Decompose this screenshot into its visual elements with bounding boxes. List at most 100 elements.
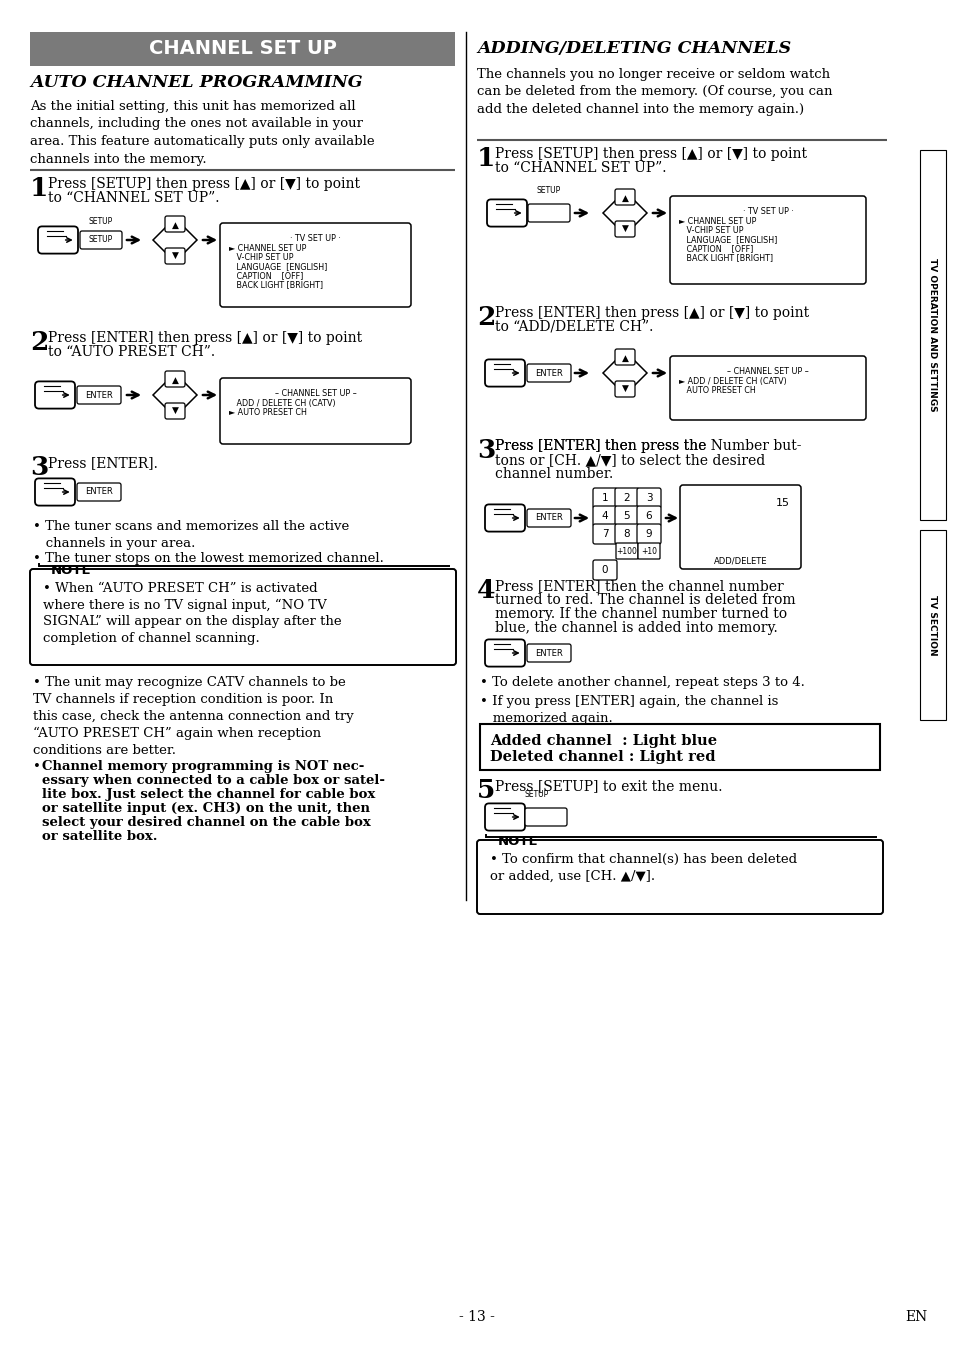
Text: Added channel  : Light blue: Added channel : Light blue — [490, 735, 717, 748]
Text: NOTE: NOTE — [51, 563, 91, 577]
Text: 3: 3 — [645, 493, 652, 503]
Text: • The tuner stops on the lowest memorized channel.: • The tuner stops on the lowest memorize… — [33, 551, 383, 565]
Text: •: • — [33, 760, 45, 772]
Text: SETUP: SETUP — [524, 790, 549, 799]
Text: 5: 5 — [476, 778, 495, 803]
Text: +10: +10 — [640, 546, 657, 555]
Text: 6: 6 — [645, 511, 652, 520]
FancyBboxPatch shape — [615, 349, 635, 365]
Text: ► AUTO PRESET CH: ► AUTO PRESET CH — [229, 408, 307, 417]
Text: EN: EN — [904, 1310, 926, 1324]
Text: ADD / DELETE CH (CATV): ADD / DELETE CH (CATV) — [229, 399, 335, 408]
Text: ▲: ▲ — [621, 194, 628, 202]
FancyBboxPatch shape — [637, 506, 660, 526]
FancyBboxPatch shape — [165, 248, 185, 264]
FancyBboxPatch shape — [526, 644, 571, 662]
Text: ▲: ▲ — [172, 376, 178, 384]
FancyBboxPatch shape — [30, 569, 456, 665]
Text: BACK LIGHT [BRIGHT]: BACK LIGHT [BRIGHT] — [229, 280, 323, 288]
Text: +100: +100 — [616, 546, 637, 555]
FancyBboxPatch shape — [616, 543, 638, 559]
FancyBboxPatch shape — [615, 189, 635, 205]
Text: CAPTION    [OFF]: CAPTION [OFF] — [679, 244, 753, 253]
FancyBboxPatch shape — [30, 32, 455, 66]
Text: 3: 3 — [30, 456, 49, 480]
FancyBboxPatch shape — [615, 506, 639, 526]
Text: Press [ENTER] then the channel number: Press [ENTER] then the channel number — [495, 580, 783, 593]
Text: CHANNEL SET UP: CHANNEL SET UP — [149, 39, 336, 58]
Text: Press [ENTER] then press the: Press [ENTER] then press the — [495, 439, 710, 453]
FancyBboxPatch shape — [524, 807, 566, 826]
Text: · TV SET UP ·: · TV SET UP · — [741, 208, 793, 216]
Text: 3: 3 — [476, 438, 495, 462]
Text: 4: 4 — [476, 578, 495, 603]
FancyBboxPatch shape — [527, 204, 569, 222]
FancyBboxPatch shape — [486, 200, 526, 226]
Text: 1: 1 — [476, 146, 495, 171]
Text: ▲: ▲ — [621, 353, 628, 363]
FancyBboxPatch shape — [38, 226, 78, 253]
Text: SETUP: SETUP — [89, 217, 113, 226]
Text: · TV SET UP ·: · TV SET UP · — [290, 235, 340, 243]
Text: ▲: ▲ — [172, 221, 178, 229]
FancyBboxPatch shape — [35, 381, 75, 408]
Text: V-CHIP SET UP: V-CHIP SET UP — [229, 253, 294, 262]
Text: ▼: ▼ — [172, 406, 178, 414]
Text: memory. If the channel number turned to: memory. If the channel number turned to — [495, 607, 786, 621]
FancyBboxPatch shape — [593, 524, 617, 545]
Text: 2: 2 — [30, 330, 49, 355]
FancyBboxPatch shape — [593, 506, 617, 526]
Text: ENTER: ENTER — [85, 488, 112, 496]
Text: The channels you no longer receive or seldom watch
can be deleted from the memor: The channels you no longer receive or se… — [476, 67, 832, 116]
Text: to “CHANNEL SET UP”.: to “CHANNEL SET UP”. — [48, 191, 219, 205]
FancyBboxPatch shape — [77, 386, 121, 404]
FancyBboxPatch shape — [220, 377, 411, 443]
Text: Deleted channel : Light red: Deleted channel : Light red — [490, 749, 715, 764]
FancyBboxPatch shape — [615, 488, 639, 508]
FancyBboxPatch shape — [638, 543, 659, 559]
Text: ENTER: ENTER — [85, 391, 112, 399]
Text: or satellite box.: or satellite box. — [42, 830, 157, 842]
Text: SETUP: SETUP — [537, 186, 560, 195]
FancyBboxPatch shape — [669, 356, 865, 421]
Text: ▼: ▼ — [621, 383, 628, 392]
Text: NOTE: NOTE — [497, 834, 538, 848]
Text: lite box. Just select the channel for cable box: lite box. Just select the channel for ca… — [42, 789, 375, 801]
FancyBboxPatch shape — [484, 504, 524, 531]
Text: - 13 -: - 13 - — [458, 1310, 495, 1324]
Text: CAPTION    [OFF]: CAPTION [OFF] — [229, 271, 303, 280]
Text: • To confirm that channel(s) has been deleted
or added, use [CH. ▲/▼].: • To confirm that channel(s) has been de… — [490, 853, 797, 883]
Text: Press [ENTER].: Press [ENTER]. — [48, 456, 157, 470]
Text: channel number.: channel number. — [495, 466, 613, 481]
Text: 5: 5 — [623, 511, 630, 520]
FancyBboxPatch shape — [615, 524, 639, 545]
FancyBboxPatch shape — [484, 360, 524, 387]
Text: • The unit may recognize CATV channels to be
TV channels if reception condition : • The unit may recognize CATV channels t… — [33, 675, 354, 758]
Text: tons or [CH. ▲/▼] to select the desired: tons or [CH. ▲/▼] to select the desired — [495, 453, 764, 466]
Text: to “AUTO PRESET CH”.: to “AUTO PRESET CH”. — [48, 345, 214, 359]
FancyBboxPatch shape — [165, 403, 185, 419]
Text: ENTER: ENTER — [535, 514, 562, 523]
Text: ▼: ▼ — [172, 251, 178, 260]
Text: ADD/DELETE: ADD/DELETE — [713, 555, 766, 565]
FancyBboxPatch shape — [615, 221, 635, 237]
Text: ► CHANNEL SET UP: ► CHANNEL SET UP — [229, 244, 306, 253]
Text: ▼: ▼ — [621, 224, 628, 232]
FancyBboxPatch shape — [77, 483, 121, 501]
FancyBboxPatch shape — [165, 371, 185, 387]
FancyBboxPatch shape — [615, 381, 635, 398]
Text: 7: 7 — [601, 528, 608, 539]
Text: ► ADD / DELETE CH (CATV): ► ADD / DELETE CH (CATV) — [679, 377, 786, 386]
Text: 4: 4 — [601, 511, 608, 520]
Text: AUTO PRESET CH: AUTO PRESET CH — [679, 386, 755, 395]
Text: As the initial setting, this unit has memorized all
channels, including the ones: As the initial setting, this unit has me… — [30, 100, 375, 166]
Text: Press [ENTER] then press [▲] or [▼] to point: Press [ENTER] then press [▲] or [▼] to p… — [495, 306, 808, 319]
Text: turned to red. The channel is deleted from: turned to red. The channel is deleted fr… — [495, 593, 795, 607]
Text: • The tuner scans and memorizes all the active
   channels in your area.: • The tuner scans and memorizes all the … — [33, 520, 349, 550]
Text: V-CHIP SET UP: V-CHIP SET UP — [679, 226, 742, 235]
FancyBboxPatch shape — [593, 559, 617, 580]
FancyBboxPatch shape — [593, 488, 617, 508]
FancyBboxPatch shape — [484, 639, 524, 667]
Text: SETUP: SETUP — [89, 236, 113, 244]
Text: Channel memory programming is NOT nec-: Channel memory programming is NOT nec- — [42, 760, 364, 772]
